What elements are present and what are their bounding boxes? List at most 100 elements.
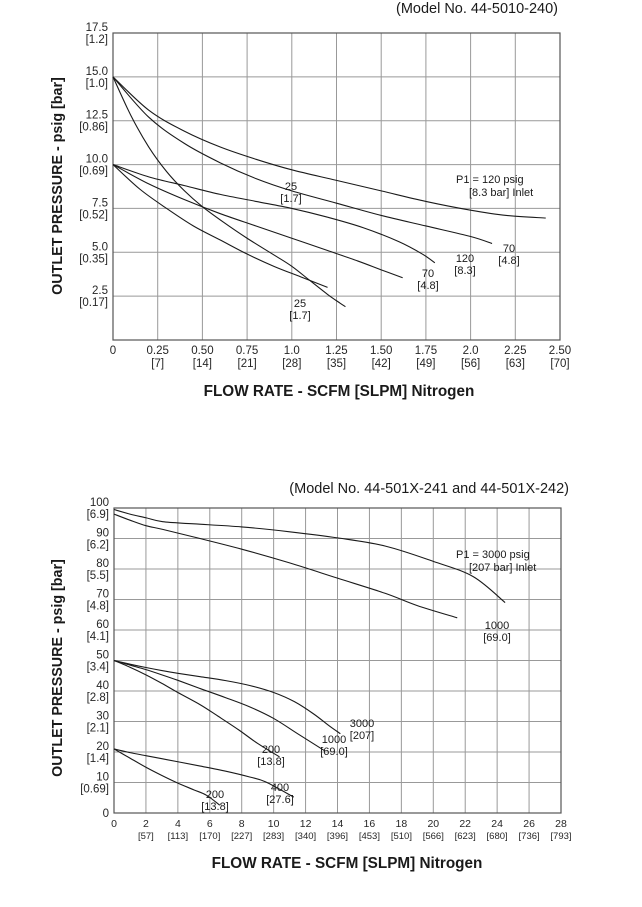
svg-text:[4.8]: [4.8] xyxy=(498,255,519,267)
svg-text:4: 4 xyxy=(175,818,181,830)
svg-text:[113]: [113] xyxy=(168,831,188,842)
svg-text:[1.2]: [1.2] xyxy=(86,34,108,46)
svg-text:7.5: 7.5 xyxy=(92,197,108,209)
svg-text:18: 18 xyxy=(396,818,408,830)
svg-text:2.5: 2.5 xyxy=(92,285,108,297)
svg-text:26: 26 xyxy=(523,818,535,830)
svg-text:[0.69]: [0.69] xyxy=(80,784,109,796)
svg-text:60: 60 xyxy=(96,619,109,631)
svg-text:[1.7]: [1.7] xyxy=(289,310,310,322)
svg-text:[56]: [56] xyxy=(461,358,480,370)
svg-text:[6.2]: [6.2] xyxy=(87,540,109,552)
svg-text:(Model No. 44-5010-240): (Model No. 44-5010-240) xyxy=(396,1,558,17)
svg-text:[396]: [396] xyxy=(327,831,348,842)
svg-text:[70]: [70] xyxy=(550,358,569,370)
svg-text:[340]: [340] xyxy=(295,831,316,842)
svg-text:24: 24 xyxy=(491,818,503,830)
svg-text:2: 2 xyxy=(143,818,149,830)
svg-text:2.25: 2.25 xyxy=(504,345,526,357)
svg-text:1000: 1000 xyxy=(322,734,346,746)
svg-text:[170]: [170] xyxy=(199,831,220,842)
svg-text:[63]: [63] xyxy=(506,358,525,370)
svg-text:30: 30 xyxy=(96,711,109,723)
svg-text:[510]: [510] xyxy=(391,831,412,842)
svg-text:[57]: [57] xyxy=(138,831,154,842)
svg-text:[207]: [207] xyxy=(350,730,374,742)
svg-text:1.50: 1.50 xyxy=(370,345,392,357)
svg-text:[793]: [793] xyxy=(550,831,571,842)
svg-text:[4.8]: [4.8] xyxy=(417,280,438,292)
svg-text:20: 20 xyxy=(427,818,439,830)
svg-text:[28]: [28] xyxy=(282,358,301,370)
svg-text:[283]: [283] xyxy=(263,831,284,842)
svg-text:[6.9]: [6.9] xyxy=(87,509,109,521)
svg-text:28: 28 xyxy=(555,818,567,830)
svg-text:[14]: [14] xyxy=(193,358,212,370)
svg-text:10: 10 xyxy=(96,772,109,784)
svg-text:[21]: [21] xyxy=(238,358,257,370)
svg-text:[0.52]: [0.52] xyxy=(79,209,108,221)
svg-text:[42]: [42] xyxy=(372,358,391,370)
svg-text:[2.1]: [2.1] xyxy=(87,723,109,735)
svg-text:[0.69]: [0.69] xyxy=(79,166,108,178)
svg-text:3000: 3000 xyxy=(350,718,374,730)
svg-text:[69.0]: [69.0] xyxy=(483,632,511,644)
svg-text:[680]: [680] xyxy=(487,831,508,842)
svg-text:5.0: 5.0 xyxy=(92,241,108,253)
svg-text:25: 25 xyxy=(285,181,297,193)
svg-text:OUTLET PRESSURE - psig [bar]: OUTLET PRESSURE - psig [bar] xyxy=(50,559,66,777)
svg-text:P1 = 3000 psig: P1 = 3000 psig xyxy=(456,549,530,561)
svg-text:6: 6 xyxy=(207,818,213,830)
svg-text:12: 12 xyxy=(300,818,312,830)
svg-text:[1.4]: [1.4] xyxy=(87,753,109,765)
svg-text:[8.3]: [8.3] xyxy=(454,265,475,277)
svg-text:200: 200 xyxy=(206,789,224,801)
svg-text:[3.4]: [3.4] xyxy=(87,662,109,674)
svg-text:0.75: 0.75 xyxy=(236,345,258,357)
svg-text:[566]: [566] xyxy=(423,831,444,842)
svg-text:20: 20 xyxy=(96,741,109,753)
svg-text:[4.1]: [4.1] xyxy=(87,631,109,643)
svg-text:1.0: 1.0 xyxy=(284,345,300,357)
svg-text:[207 bar] Inlet: [207 bar] Inlet xyxy=(469,562,536,574)
svg-text:22: 22 xyxy=(459,818,471,830)
svg-text:[227]: [227] xyxy=(231,831,252,842)
svg-text:0.25: 0.25 xyxy=(147,345,169,357)
svg-text:[8.3 bar] Inlet: [8.3 bar] Inlet xyxy=(469,187,533,199)
svg-text:FLOW RATE - SCFM [SLPM] Nitrog: FLOW RATE - SCFM [SLPM] Nitrogen xyxy=(204,383,475,400)
svg-text:[0.17]: [0.17] xyxy=(79,297,108,309)
svg-text:12.5: 12.5 xyxy=(86,110,108,122)
svg-text:0.50: 0.50 xyxy=(191,345,213,357)
svg-text:[5.5]: [5.5] xyxy=(87,570,109,582)
svg-text:[1.0]: [1.0] xyxy=(86,78,108,90)
svg-text:[2.8]: [2.8] xyxy=(87,692,109,704)
svg-text:0: 0 xyxy=(110,345,116,357)
svg-text:90: 90 xyxy=(96,528,109,540)
svg-text:[13.8]: [13.8] xyxy=(257,756,285,768)
svg-text:8: 8 xyxy=(239,818,245,830)
svg-text:[736]: [736] xyxy=(519,831,540,842)
svg-text:100: 100 xyxy=(90,497,109,509)
svg-text:(Model No. 44-501X-241 and 44-: (Model No. 44-501X-241 and 44-501X-242) xyxy=(289,481,569,497)
svg-text:50: 50 xyxy=(96,650,109,662)
svg-text:120: 120 xyxy=(456,253,474,265)
svg-text:[0.35]: [0.35] xyxy=(79,253,108,265)
svg-text:OUTLET PRESSURE - psig [bar]: OUTLET PRESSURE - psig [bar] xyxy=(50,77,66,295)
svg-text:[69.0]: [69.0] xyxy=(320,746,348,758)
svg-text:2.0: 2.0 xyxy=(463,345,479,357)
svg-text:0: 0 xyxy=(103,808,109,820)
svg-text:P1 = 120 psig: P1 = 120 psig xyxy=(456,174,524,186)
svg-text:2.50: 2.50 xyxy=(549,345,571,357)
svg-text:40: 40 xyxy=(96,680,109,692)
svg-text:70: 70 xyxy=(503,243,515,255)
svg-text:FLOW RATE - SCFM [SLPM] Nitrog: FLOW RATE - SCFM [SLPM] Nitrogen xyxy=(212,855,483,872)
svg-text:80: 80 xyxy=(96,558,109,570)
svg-text:70: 70 xyxy=(96,589,109,601)
svg-text:[7]: [7] xyxy=(151,358,164,370)
svg-text:1.25: 1.25 xyxy=(325,345,347,357)
svg-text:14: 14 xyxy=(332,818,344,830)
svg-text:[27.6]: [27.6] xyxy=(266,794,294,806)
svg-text:15.0: 15.0 xyxy=(86,66,108,78)
svg-text:0: 0 xyxy=(111,818,117,830)
svg-text:[1.7]: [1.7] xyxy=(280,193,301,205)
